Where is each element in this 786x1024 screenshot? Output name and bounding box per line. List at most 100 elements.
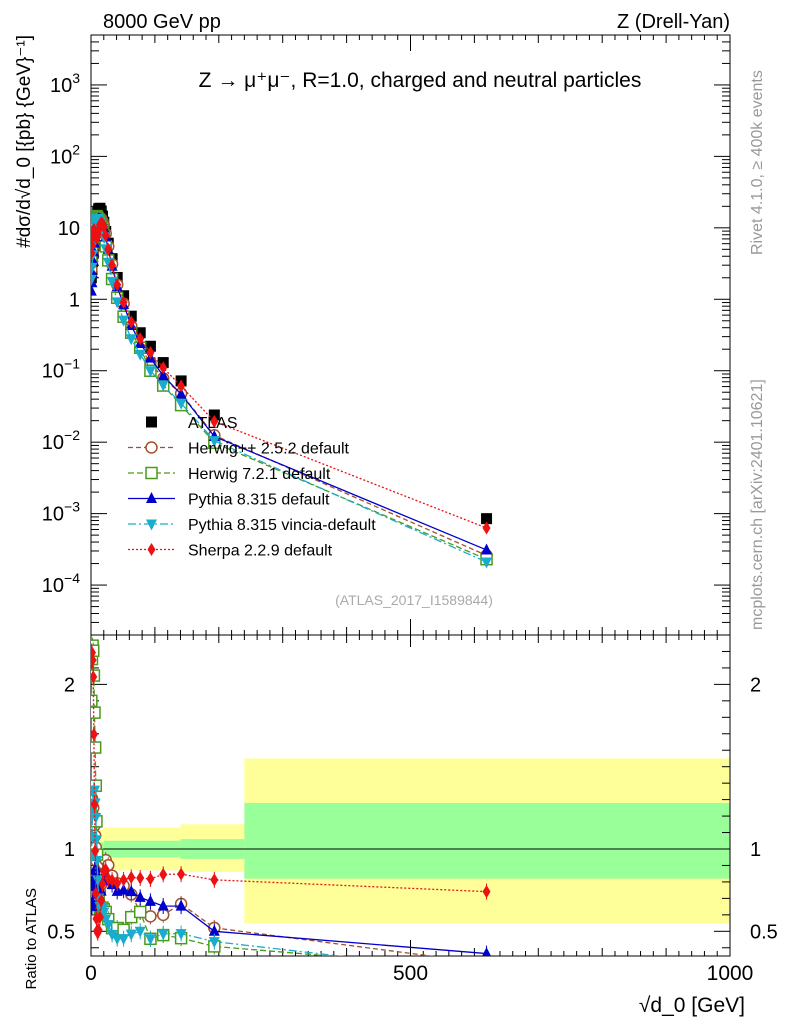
ratio-axis-label: Ratio to ATLAS [23, 888, 40, 989]
data-point [210, 414, 219, 428]
ratio-series-sherpa-2-2-9-default [91, 643, 491, 941]
ratio-point [144, 910, 157, 923]
ratio-point [134, 926, 146, 938]
ratio-tick-label-right: 2 [750, 674, 761, 696]
ratio-point [91, 797, 99, 811]
legend-marker [146, 519, 157, 531]
ratio-point [91, 844, 100, 858]
ratio-point [136, 871, 145, 885]
ratio-point [92, 875, 104, 887]
legend-marker [147, 543, 156, 556]
y-tick-label-text: 102 [50, 141, 80, 168]
data-point [101, 229, 110, 243]
ratio-point [101, 862, 110, 876]
y-tick-label: 10−1 [42, 356, 80, 383]
ratio-point [175, 899, 187, 911]
x-tick-label: 1000 [707, 962, 754, 985]
ratio-point [91, 741, 102, 754]
ratio-point [98, 877, 107, 891]
data-point [175, 398, 187, 410]
ratio-tick-label-right: 1 [750, 839, 761, 861]
series-sherpa-2-2-9-default [91, 216, 491, 535]
x-tick-label: 500 [393, 962, 428, 985]
series-pythia-8-315-vincia-default [91, 214, 493, 569]
data-point [118, 315, 130, 327]
y-tick-label-text: 10−4 [42, 570, 80, 597]
data-point [481, 513, 493, 525]
data-point [482, 521, 491, 535]
data-point [157, 369, 169, 381]
legend-label: Pythia 8.315 vincia-default [188, 517, 376, 534]
ratio-point [97, 894, 106, 908]
legend-label: Herwig++ 2.5.2 default [188, 441, 350, 458]
ratio-point [134, 890, 146, 902]
ratio-tick-label-left: 0.5 [47, 921, 75, 943]
ratio-point [95, 910, 104, 924]
legend-marker [145, 441, 158, 454]
ratio-tick-label-left: 2 [64, 674, 75, 696]
ratio-point [210, 873, 219, 887]
legend-label: Sherpa 2.2.9 default [188, 543, 333, 560]
y-tick-label-text: 10−3 [42, 499, 80, 526]
ratio-point [91, 706, 101, 719]
y-axis-label: #dσ/d√d_0 [{pb} {GeV}⁻¹] [14, 35, 35, 248]
ratio-point [113, 876, 122, 890]
rivet-version-label: Rivet 4.1.0, ≥ 400k events [749, 70, 766, 255]
y-tick-label-text: 1 [69, 289, 80, 311]
ratio-point [91, 670, 98, 684]
y-tick-label: 102 [50, 141, 80, 168]
ratio-point [481, 968, 492, 979]
data-point [144, 366, 156, 378]
mcplots-label: mcplots.cern.ch [arXiv:2401.10621] [749, 379, 766, 630]
ratio-point [481, 958, 492, 969]
main-series-group [91, 202, 493, 569]
data-point [91, 284, 97, 296]
x-axis-label: √d_0 [GeV] [639, 994, 745, 1017]
legend-item-sherpa-2-2-9-default: Sherpa 2.2.9 default [128, 543, 333, 560]
y-tick-label-text: 10 [58, 218, 80, 240]
legend: ATLAS Herwig++ 2.5.2 default Herwig 7.2.1 … [128, 415, 376, 560]
ratio-point [175, 929, 187, 941]
legend-marker [146, 416, 157, 428]
ratio-point [144, 934, 156, 946]
ratio-point [106, 929, 118, 941]
ratio-point [118, 883, 130, 895]
data-point [157, 380, 169, 392]
data-point [127, 315, 136, 329]
data-point [175, 387, 187, 399]
main-plot-frame [90, 34, 731, 636]
ratio-point [208, 937, 220, 949]
data-point [134, 349, 146, 361]
legend-item-herwig-7-2-1-default: Herwig 7.2.1 default [128, 466, 331, 483]
ratio-point [91, 886, 100, 900]
y-tick-label: 103 [50, 70, 80, 97]
ratio-tick-label-right: 0.5 [750, 921, 778, 943]
ratio-point [91, 785, 101, 797]
data-point [146, 345, 155, 359]
legend-label: Pythia 8.315 default [188, 492, 330, 509]
data-point [91, 274, 97, 286]
ratio-point [91, 835, 102, 847]
series-herwig-7-2-1-default [91, 209, 493, 566]
data-point [91, 262, 98, 274]
ratio-point [481, 964, 492, 975]
data-point [106, 276, 118, 288]
header-right-label: Z (Drell-Yan) [617, 11, 730, 33]
ratio-point [157, 929, 169, 941]
ratio-point [118, 934, 130, 946]
axes: 0 500 1000 10−4 10−3 10−2 10−1 1 10 102 103 0.5 0.5 1… [42, 34, 778, 985]
y-tick-label-text: 10−2 [42, 427, 80, 454]
legend-label: ATLAS [188, 415, 238, 432]
ratio-point [482, 885, 491, 899]
y-tick-label: 10−3 [42, 499, 80, 526]
ratio-point [208, 924, 220, 936]
ratio-point [144, 894, 156, 906]
data-point [104, 242, 113, 256]
ratio-point [91, 855, 103, 867]
ratio-point [146, 872, 155, 886]
ratio-point [91, 694, 98, 708]
data-point [481, 543, 493, 555]
legend-item-herwig-2-5-2-default: Herwig++ 2.5.2 default [128, 441, 350, 458]
legend-label: Herwig 7.2.1 default [188, 466, 331, 483]
data-point [111, 297, 123, 309]
